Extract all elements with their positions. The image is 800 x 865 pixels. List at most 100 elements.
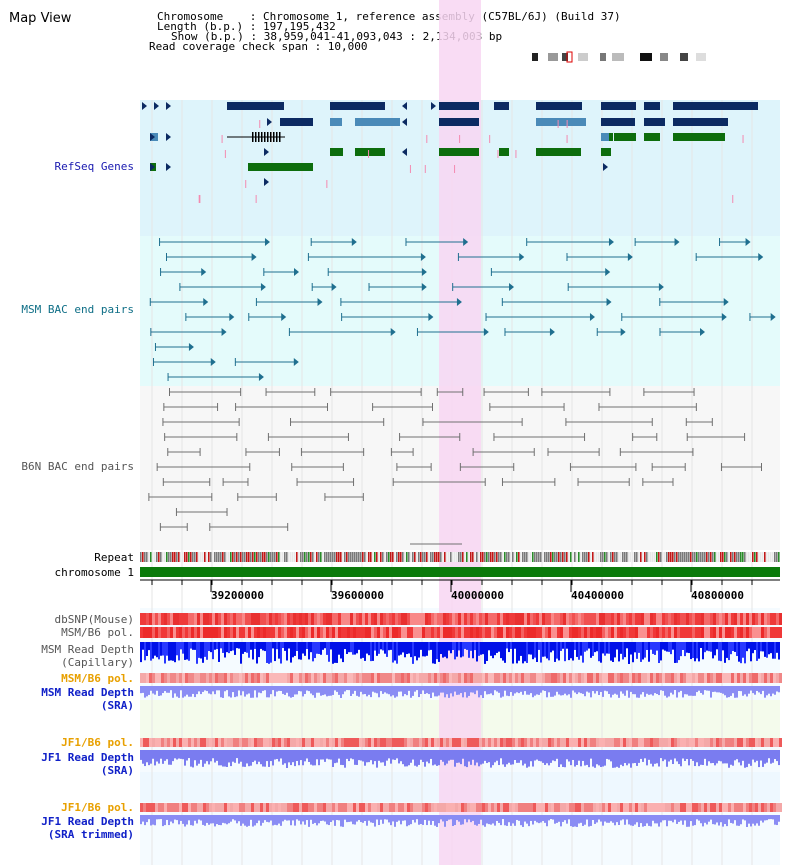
gene-exon — [261, 132, 263, 142]
msm-pol2-heat — [479, 673, 482, 683]
jf1-pol-heat — [446, 738, 449, 747]
msm-sra-bar — [526, 686, 528, 695]
header-length: Length (b.p.) : 197,195,432 — [157, 20, 336, 33]
msm-pol-heat — [701, 627, 704, 638]
msm-depth-bar — [482, 642, 484, 655]
jf1-trim-bar — [434, 815, 436, 826]
dbsnp-heat — [296, 613, 299, 625]
jf1-pol-heat — [710, 738, 713, 747]
repeat-element — [568, 552, 570, 562]
jf1-pol-heat — [647, 738, 650, 747]
ideogram-band — [696, 53, 706, 61]
jf1-pol2-heat — [278, 803, 281, 812]
jf1-depth-bar — [388, 750, 390, 759]
repeat-element — [322, 552, 324, 562]
dbsnp-heat — [428, 613, 431, 625]
repeat-element — [324, 552, 326, 562]
jf1-pol2-heat — [710, 803, 713, 812]
jf1-pol2-heat — [578, 803, 581, 812]
jf1-depth-bar — [392, 750, 394, 760]
msm-sra-bar — [468, 686, 470, 696]
msm-pol-heat — [320, 627, 323, 638]
jf1-pol-heat — [365, 738, 368, 747]
repeat-element — [140, 552, 142, 562]
track-label-msm-bac[interactable]: MSM BAC end pairs — [21, 303, 134, 316]
jf1-pol2-heat — [725, 803, 728, 812]
track-label-jf1-b6-pol-1: JF1/B6 pol. — [61, 736, 134, 749]
repeat-element — [730, 552, 732, 562]
jf1-pol2-heat — [533, 803, 536, 812]
repeat-element — [222, 552, 224, 562]
track-label-b6n-bac[interactable]: B6N BAC end pairs — [21, 460, 134, 473]
jf1-trim-bar — [544, 815, 546, 823]
jf1-pol-heat — [356, 738, 359, 747]
msm-pol-heat — [416, 627, 419, 638]
msm-pol-heat — [278, 627, 281, 638]
msm-sra-bar — [410, 686, 412, 698]
track-label-refseq[interactable]: RefSeq Genes — [54, 160, 134, 173]
jf1-depth-bar — [620, 750, 622, 765]
msm-pol2-heat — [341, 673, 344, 683]
jf1-depth-bar — [462, 750, 464, 759]
msm-pol-heat — [566, 627, 569, 638]
msm-bac-arrow — [606, 298, 612, 306]
jf1-depth-bar — [658, 750, 660, 767]
jf1-pol-heat — [677, 738, 680, 747]
jf1-trim-bar — [188, 815, 190, 821]
repeat-element — [496, 552, 498, 562]
msm-depth-bar — [400, 642, 402, 655]
jf1-pol-heat — [527, 738, 530, 747]
msm-depth-bar — [264, 642, 266, 652]
repeat-element — [362, 552, 364, 562]
jf1-pol2-heat — [218, 803, 221, 812]
msm-depth-bar — [234, 642, 236, 655]
msm-depth-bar — [358, 642, 360, 650]
jf1-trim-bar — [218, 815, 220, 825]
jf1-pol2-heat — [524, 803, 527, 812]
msm-pol-heat — [623, 627, 626, 638]
msm-sra-bar — [440, 686, 442, 693]
msm-depth-bar — [722, 642, 724, 651]
jf1-depth-bar — [580, 750, 582, 767]
msm-pol2-heat — [692, 673, 695, 683]
msm-sra-bar — [588, 686, 590, 693]
msm-sra-bar — [394, 686, 396, 698]
repeat-element — [320, 552, 322, 562]
jf1-pol2-heat — [566, 803, 569, 812]
refseq-tick — [557, 120, 559, 128]
msm-sra-bar — [482, 686, 484, 698]
jf1-pol2-heat — [200, 803, 203, 812]
jf1-trim-bar — [704, 815, 706, 823]
jf1-trim-bar — [774, 815, 776, 825]
msm-sra-bar — [422, 686, 424, 691]
jf1-depth-bar — [152, 750, 154, 759]
msm-sra-bar — [668, 686, 670, 697]
jf1-depth-bar — [760, 750, 762, 761]
msm-pol2-heat — [470, 673, 473, 683]
repeat-element — [434, 552, 436, 562]
jf1-depth-bar — [304, 750, 306, 762]
jf1-trim-bar — [320, 815, 322, 821]
jf1-depth-bar — [614, 750, 616, 768]
msm-pol2-heat — [665, 673, 668, 683]
repeat-element — [572, 552, 574, 562]
jf1-depth-bar — [728, 750, 730, 768]
dbsnp-heat — [464, 613, 467, 625]
repeat-element — [456, 552, 458, 562]
msm-sra-bar — [630, 686, 632, 692]
jf1-pol-heat — [614, 738, 617, 747]
jf1-pol2-heat — [569, 803, 572, 812]
jf1-pol-heat — [650, 738, 653, 747]
jf1-pol2-heat — [275, 803, 278, 812]
jf1-pol2-heat — [299, 803, 302, 812]
jf1-pol2-heat — [398, 803, 401, 812]
msm-pol-heat — [317, 627, 320, 638]
repeat-element — [460, 552, 462, 562]
jf1-pol-heat — [554, 738, 557, 747]
jf1-depth-bar — [508, 750, 510, 763]
msm-bac-arrow — [745, 238, 751, 246]
msm-pol-heat — [779, 627, 782, 638]
jf1-pol2-heat — [209, 803, 212, 812]
jf1-trim-bar — [662, 815, 664, 821]
msm-sra-bar — [660, 686, 662, 691]
